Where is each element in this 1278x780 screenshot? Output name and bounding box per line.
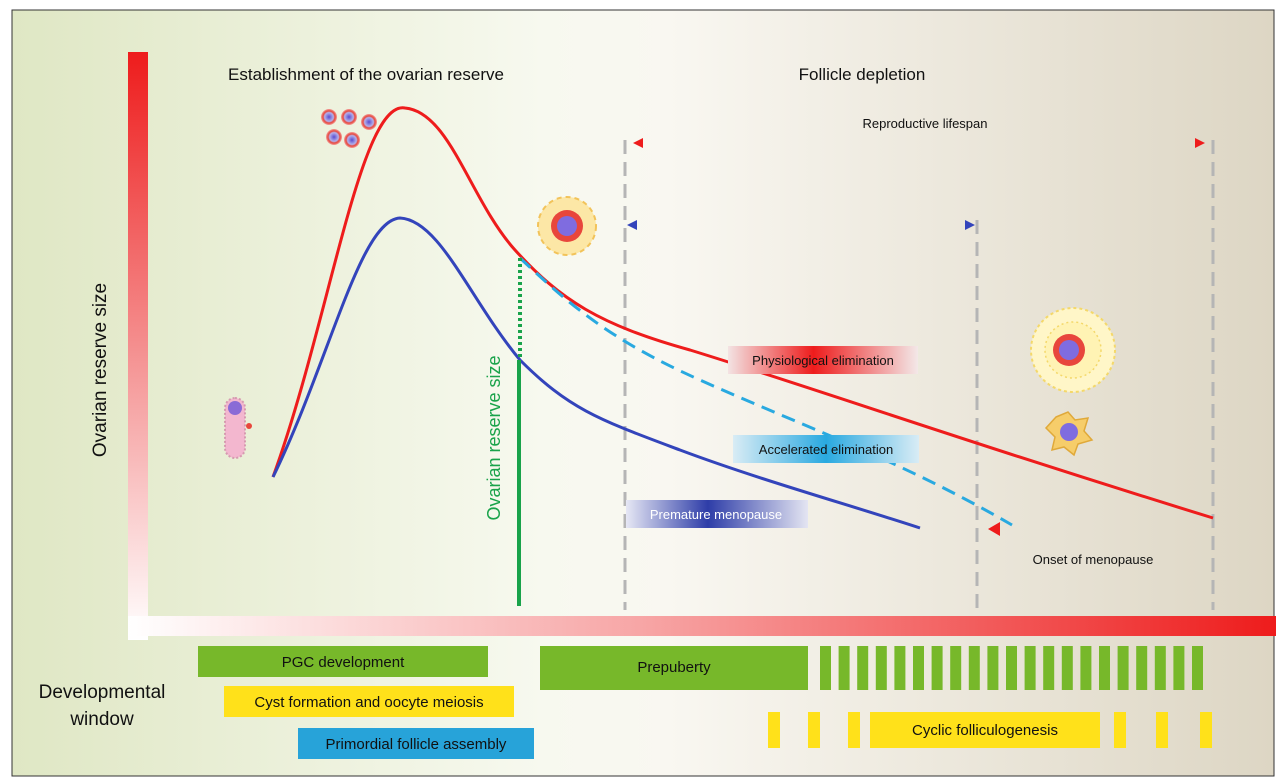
cycle-tick — [1117, 646, 1129, 690]
primordial-follicle-icon — [537, 196, 597, 256]
cycle-tick — [950, 646, 962, 690]
stage-prepuberty-bar — [540, 646, 808, 690]
cycle-tick — [1173, 646, 1185, 690]
stage-pgc-label: PGC development — [282, 654, 405, 671]
cycle-tick — [968, 646, 980, 690]
header-depletion: Follicle depletion — [799, 65, 926, 84]
cycle-tick — [820, 646, 831, 690]
oocyte-cluster-icon — [321, 109, 377, 148]
onset-menopause-arrowhead — [988, 522, 1000, 536]
stage-pgc-bar — [198, 646, 488, 677]
premature-menopause-label: Premature menopause — [650, 507, 782, 522]
accelerated-elimination-box — [733, 435, 919, 463]
stage-cyclic-bar — [870, 712, 1100, 748]
cycle-tick — [875, 646, 887, 690]
y-axis-bar — [128, 52, 148, 640]
atretic-follicle-icon — [1044, 411, 1094, 457]
cycle-marker — [848, 712, 860, 748]
stage-cyclic-label: Cyclic folliculogenesis — [912, 722, 1058, 739]
germ-cell-icon — [224, 397, 252, 459]
reserve-marker-label: Ovarian reserve size — [484, 355, 504, 520]
stage-cyst-label: Cyst formation and oocyte meiosis — [254, 694, 483, 711]
cycle-tick — [931, 646, 943, 690]
cycle-marker — [1156, 712, 1168, 748]
stage-prepuberty-label: Prepuberty — [637, 659, 711, 676]
cycle-marker — [768, 712, 780, 748]
stage-cyst-bar — [224, 686, 514, 717]
cycle-tick — [1080, 646, 1092, 690]
cycle-marker — [808, 712, 820, 748]
cycle-tick — [1154, 646, 1166, 690]
cycle-tick — [857, 646, 869, 690]
cycle-marker — [1200, 712, 1212, 748]
physiological-elimination-box — [728, 346, 918, 374]
cycle-tick — [1061, 646, 1073, 690]
cycle-tick — [1192, 646, 1203, 690]
header-establishment: Establishment of the ovarian reserve — [228, 65, 504, 84]
cycle-tick — [987, 646, 999, 690]
cycle-tick — [838, 646, 850, 690]
developmental-window-label-line1: Developmental — [39, 682, 166, 703]
antral-follicle-icon — [1030, 307, 1116, 393]
reduced-reserve-curve — [271, 216, 921, 530]
premature-menopause-box — [626, 500, 808, 528]
y-axis-label: Ovarian reserve size — [90, 283, 111, 457]
cycle-tick — [1099, 646, 1110, 690]
cycle-tick — [1006, 646, 1017, 690]
cycle-tick — [913, 646, 924, 690]
cycle-marker — [1114, 712, 1126, 748]
stage-primordial-label: Primordial follicle assembly — [326, 736, 507, 753]
x-axis-bar — [128, 616, 1276, 636]
cyclic-ovarian-ticks — [820, 646, 1203, 690]
cycle-tick — [1024, 646, 1036, 690]
onset-menopause-label: Onset of menopause — [1033, 552, 1154, 567]
accelerated-elimination-curve — [518, 256, 1013, 527]
normal-reserve-curve — [271, 106, 1214, 520]
cycle-tick — [894, 646, 906, 690]
physiological-elimination-label: Physiological elimination — [752, 353, 894, 368]
accelerated-elimination-label: Accelerated elimination — [759, 442, 893, 457]
stage-primordial-bar — [298, 728, 534, 759]
cycle-tick — [1136, 646, 1148, 690]
cycle-tick — [1043, 646, 1055, 690]
reproductive-lifespan-label: Reproductive lifespan — [862, 116, 987, 131]
developmental-window-label-line2: window — [69, 709, 134, 730]
